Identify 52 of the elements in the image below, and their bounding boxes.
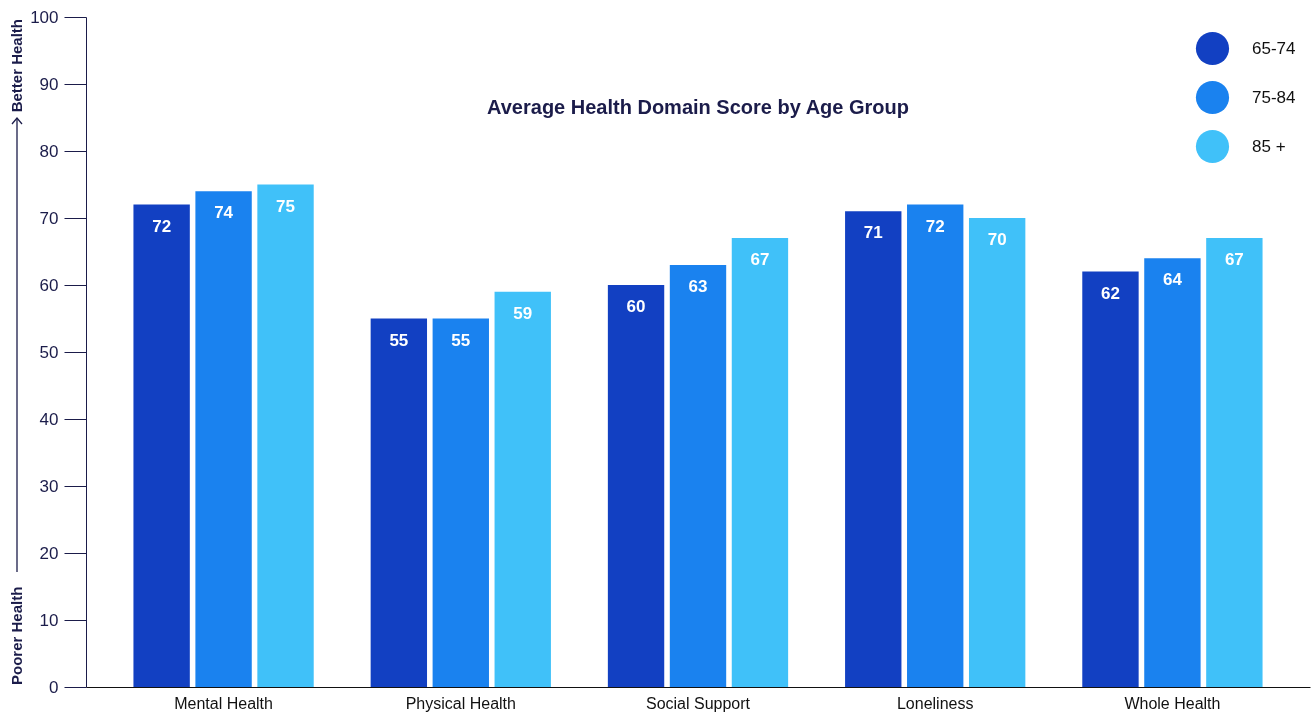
bar: [907, 204, 964, 687]
x-tick-label: Mental Health: [174, 694, 273, 712]
data-label: 63: [688, 276, 708, 296]
y-tick-label: 70: [39, 208, 59, 228]
legend-label: 65-74: [1252, 38, 1296, 58]
data-label: 72: [152, 216, 172, 236]
y-tick-label: 0: [49, 677, 59, 697]
data-label: 59: [513, 303, 533, 323]
x-tick-label: Whole Health: [1124, 694, 1221, 712]
data-label: 67: [750, 250, 770, 270]
y-tick-label: 100: [30, 7, 59, 27]
bar: [1082, 271, 1139, 687]
bar: [370, 318, 428, 687]
y-tick-label: 80: [39, 141, 59, 161]
bar: [731, 238, 789, 687]
data-label: 55: [389, 330, 409, 350]
x-tick-label: Physical Health: [405, 694, 516, 712]
y-tick-label: 20: [39, 543, 59, 563]
bar: [257, 184, 314, 687]
text: Poorer Health: [8, 586, 25, 685]
data-label: 55: [451, 330, 471, 350]
y-tick-label: 10: [39, 610, 59, 630]
y-tick-label: 40: [39, 409, 59, 429]
x-tick-label: Social Support: [645, 694, 751, 712]
bar: [669, 264, 727, 687]
bar: [1206, 238, 1263, 687]
bar: [845, 211, 902, 687]
data-label: 64: [1162, 270, 1183, 290]
data-label: 74: [214, 203, 234, 223]
y-tick-label: 90: [39, 74, 59, 94]
bar: [968, 218, 1026, 687]
bar: [195, 191, 252, 687]
data-label: 71: [863, 223, 883, 243]
y-tick-label: 60: [39, 275, 59, 295]
y-tick-label: 50: [39, 342, 59, 362]
data-label: 72: [925, 216, 945, 236]
x-tick-label: Loneliness: [896, 694, 974, 712]
bar: [607, 285, 665, 687]
legend-label: 85 +: [1252, 136, 1286, 156]
bar: [494, 291, 551, 687]
data-label: 75: [276, 196, 295, 216]
text: Average Health Domain Score by Age Group: [487, 96, 909, 118]
data-label: 60: [626, 297, 646, 316]
bar: [1144, 258, 1201, 687]
text: Better Health: [8, 19, 25, 113]
data-label: 62: [1101, 283, 1120, 303]
bar: [432, 318, 489, 687]
legend-label: 75-84: [1252, 87, 1296, 107]
y-tick-label: 30: [39, 476, 59, 496]
data-label: 67: [1224, 250, 1244, 270]
bar: [133, 204, 190, 687]
data-label: 70: [987, 230, 1007, 249]
